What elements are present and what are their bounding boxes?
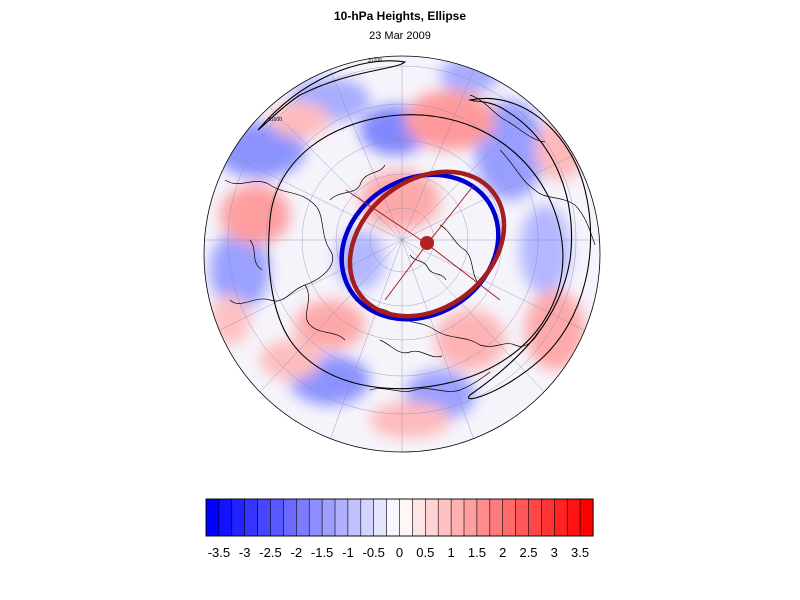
contour-label-2: 31600 <box>268 117 282 123</box>
colorbar-swatch <box>566 498 581 537</box>
colorbar-tick-label: -3 <box>238 545 251 560</box>
contour-label-1: 31200 <box>368 58 382 64</box>
map-subtitle: 23 Mar 2009 <box>369 30 431 42</box>
colorbar-swatch <box>295 498 310 537</box>
colorbar-swatch <box>283 498 297 537</box>
colorbar-swatch <box>450 498 465 537</box>
colorbar <box>205 498 594 537</box>
colorbar-tick-label: 0 <box>395 545 404 560</box>
colorbar-tick-label: 2.5 <box>519 545 538 560</box>
colorbar-swatch <box>218 498 233 537</box>
colorbar-swatch <box>308 498 323 537</box>
fitted-ellipse <box>347 169 507 319</box>
colorbar-swatch <box>244 498 259 537</box>
colorbar-swatch <box>386 498 401 537</box>
colorbar-swatch <box>347 498 362 537</box>
height-contours <box>257 60 592 400</box>
colorbar-swatch <box>231 498 246 537</box>
colorbar-swatch <box>515 498 530 537</box>
colorbar-tick-label: 3 <box>550 545 558 560</box>
colorbar-swatch <box>373 498 388 537</box>
colorbar-swatch <box>321 498 336 537</box>
colorbar-swatch <box>334 498 349 537</box>
colorbar-swatch <box>360 498 375 537</box>
major-axis-line <box>345 189 428 245</box>
globe-outline <box>203 55 601 453</box>
vortex-center-marker <box>420 236 434 250</box>
colorbar-swatch <box>257 498 272 537</box>
colorbar-swatch <box>205 498 220 537</box>
map-title: 10-hPa Heights, Ellipse <box>333 9 467 23</box>
minor-axis-line-2 <box>384 243 428 301</box>
colorbar-swatch <box>553 498 568 537</box>
colorbar-swatch <box>502 498 517 537</box>
colorbar-swatch <box>270 498 284 537</box>
colorbar-tick-label: -3.5 <box>207 545 231 560</box>
colorbar-swatch <box>463 498 478 537</box>
colorbar-tick-label: -1 <box>342 545 354 560</box>
minor-axis-line <box>426 184 475 245</box>
colorbar-swatch <box>399 498 413 537</box>
colorbar-tick-label: -0.5 <box>362 545 385 560</box>
colorbar-tick-label: 3.5 <box>571 545 590 560</box>
colorbar-tick-label: -1.5 <box>310 545 334 560</box>
anomaly-field <box>204 56 600 452</box>
colorbar-swatch <box>528 498 542 537</box>
colorbar-tick-label: 0.5 <box>416 545 435 560</box>
colorbar-swatch <box>541 498 555 537</box>
colorbar-tick-label: 1 <box>447 545 455 560</box>
colorbar-swatch <box>437 498 452 537</box>
colorbar-swatch <box>476 498 491 537</box>
coastlines <box>224 94 596 392</box>
colorbar-swatch <box>424 498 439 537</box>
colorbar-swatch <box>412 498 426 537</box>
reference-ellipse <box>339 172 501 322</box>
colorbar-tick-label: -2.5 <box>259 545 282 560</box>
colorbar-swatch <box>579 498 594 537</box>
major-axis-line-2 <box>426 243 501 301</box>
colorbar-tick-label: -2 <box>290 545 303 560</box>
colorbar-tick-label: 2 <box>499 545 507 560</box>
colorbar-outline <box>205 498 594 537</box>
colorbar-tick-label: 1.5 <box>467 545 486 560</box>
colorbar-swatch <box>489 498 504 537</box>
